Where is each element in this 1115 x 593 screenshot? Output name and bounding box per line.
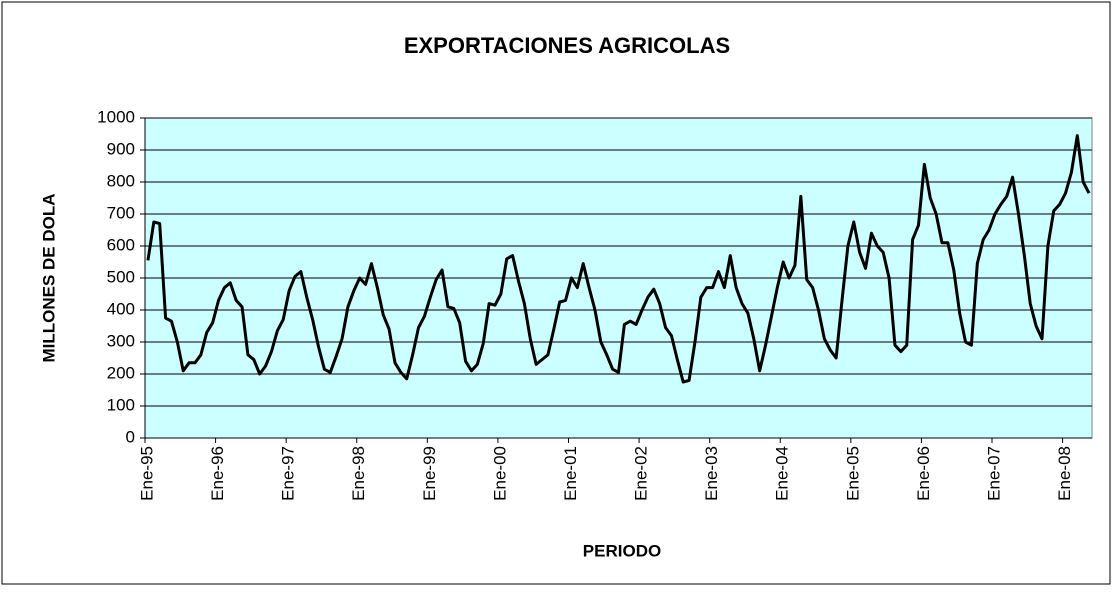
x-tick-label: Ene-95 xyxy=(137,446,156,501)
chart-title: EXPORTACIONES AGRICOLAS xyxy=(404,33,730,58)
x-tick-label: Ene-04 xyxy=(773,446,792,501)
y-tick-label: 700 xyxy=(107,203,135,222)
x-tick-label: Ene-01 xyxy=(561,446,580,501)
x-tick-label: Ene-99 xyxy=(420,446,439,501)
x-tick-label: Ene-03 xyxy=(702,446,721,501)
y-tick-label: 200 xyxy=(107,363,135,382)
y-axis-label: MILLONES DE DOLA xyxy=(39,193,58,362)
y-tick-label: 1000 xyxy=(97,107,135,126)
x-tick-label: Ene-06 xyxy=(914,446,933,501)
x-tick-label: Ene-05 xyxy=(843,446,862,501)
x-tick-label: Ene-02 xyxy=(632,446,651,501)
y-tick-label: 800 xyxy=(107,171,135,190)
data-line xyxy=(146,134,1091,384)
y-tick-label: 100 xyxy=(107,395,135,414)
y-tick-label: 900 xyxy=(107,139,135,158)
x-tick-label: Ene-00 xyxy=(490,446,509,501)
x-tick-label: Ene-07 xyxy=(984,446,1003,501)
x-axis-label: PERIODO xyxy=(583,541,661,560)
y-tick-label: 400 xyxy=(107,299,135,318)
y-tick-label: 500 xyxy=(107,267,135,286)
x-tick-label: Ene-98 xyxy=(349,446,368,501)
x-tick-label: Ene-97 xyxy=(279,446,298,501)
y-tick-label: 0 xyxy=(126,427,135,446)
x-tick-label: Ene-96 xyxy=(208,446,227,501)
y-tick-label: 600 xyxy=(107,235,135,254)
y-tick-label: 300 xyxy=(107,331,135,350)
x-tick-label: Ene-08 xyxy=(1055,446,1074,501)
